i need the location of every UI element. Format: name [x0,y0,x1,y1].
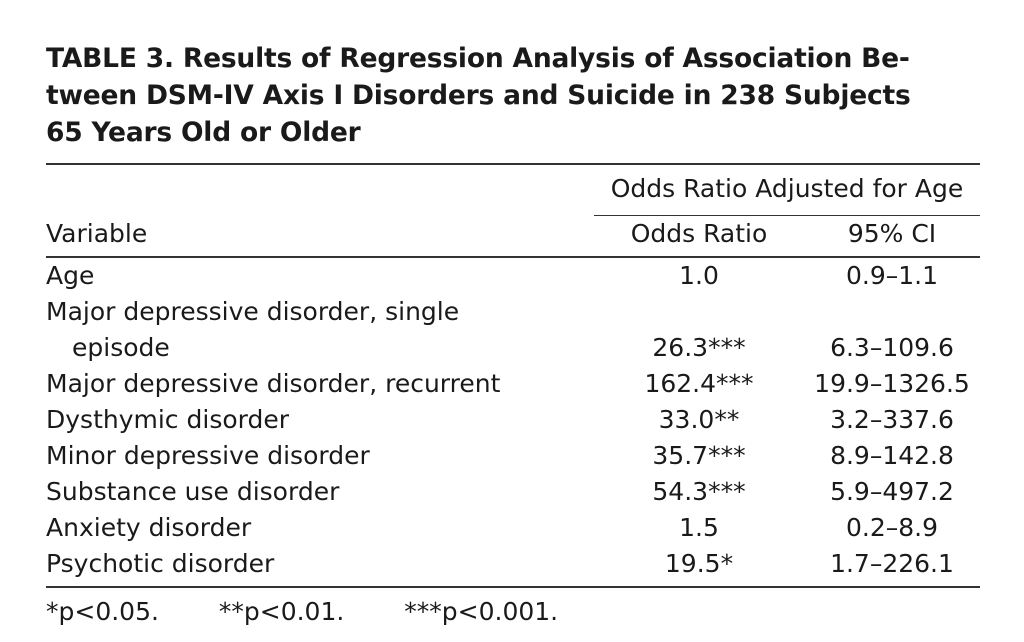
top-rule [46,163,980,165]
table-row: Psychotic disorder 19.5* 1.7–226.1 [46,546,980,582]
row-odds-ratio: 1.0 [679,261,719,290]
spanning-header-rule [594,215,980,216]
row-odds-ratio: 54.3*** [652,477,746,506]
row-ci: 6.3–109.6 [830,333,954,362]
table-row: Age 1.0 0.9–1.1 [46,258,980,294]
footnote: ***p<0.001. [404,597,559,626]
row-odds-ratio: 26.3*** [652,333,746,362]
row-variable: episode [72,333,170,362]
row-variable: Substance use disorder [46,477,340,506]
row-variable: Minor depressive disorder [46,441,370,470]
row-odds-ratio: 35.7*** [652,441,746,470]
row-variable: Major depressive disorder, recurrent [46,369,501,398]
table-title-line-1: TABLE 3. Results of Regression Analysis … [46,43,910,74]
spanning-header: Odds Ratio Adjusted for Age [610,174,964,203]
table-row: episode 26.3*** 6.3–109.6 [46,330,980,366]
row-variable: Dysthymic disorder [46,405,290,434]
table-row: Minor depressive disorder 35.7*** 8.9–14… [46,438,980,474]
table-header: Odds Ratio Adjusted for Age Variable Odd… [46,171,980,252]
table-row: Anxiety disorder 1.5 0.2–8.9 [46,510,980,546]
table-row: Substance use disorder 54.3*** 5.9–497.2 [46,474,980,510]
row-variable: Anxiety disorder [46,513,252,542]
row-variable: Major depressive disorder, single [46,297,460,326]
row-odds-ratio: 1.5 [679,513,719,542]
row-ci: 19.9–1326.5 [814,369,970,398]
table-footnotes: *p<0.05. **p<0.01. ***p<0.001. [46,594,980,630]
footnote: **p<0.01. [218,597,345,626]
table-row: Major depressive disorder, single [46,294,980,330]
row-ci: 0.9–1.1 [845,261,939,290]
table-title-line-3: 65 Years Old or Older [46,117,361,148]
row-odds-ratio: 162.4*** [644,369,754,398]
header-rule [46,256,980,258]
row-odds-ratio: 19.5* [664,549,734,578]
row-variable: Age [46,261,95,290]
bottom-rule [46,586,980,588]
table-title: TABLE 3. Results of Regression Analysis … [46,40,980,151]
table-row: Major depressive disorder, recurrent 162… [46,366,980,402]
table-container: TABLE 3. Results of Regression Analysis … [46,40,980,630]
column-header-ci: 95% CI [847,219,937,248]
table-row: Dysthymic disorder 33.0** 3.2–337.6 [46,402,980,438]
row-ci: 1.7–226.1 [830,549,954,578]
row-odds-ratio: 33.0** [658,405,740,434]
row-ci: 3.2–337.6 [830,405,954,434]
row-ci: 8.9–142.8 [830,441,954,470]
row-ci: 5.9–497.2 [830,477,954,506]
column-header-variable: Variable [46,219,148,248]
row-ci: 0.2–8.9 [845,513,939,542]
table-title-line-2: tween DSM-IV Axis I Disorders and Suicid… [46,80,911,111]
column-header-odds-ratio: Odds Ratio [630,219,768,248]
table-body: Age 1.0 0.9–1.1 Major depressive disorde… [46,258,980,582]
row-variable: Psychotic disorder [46,549,275,578]
footnote: *p<0.05. [46,597,159,626]
